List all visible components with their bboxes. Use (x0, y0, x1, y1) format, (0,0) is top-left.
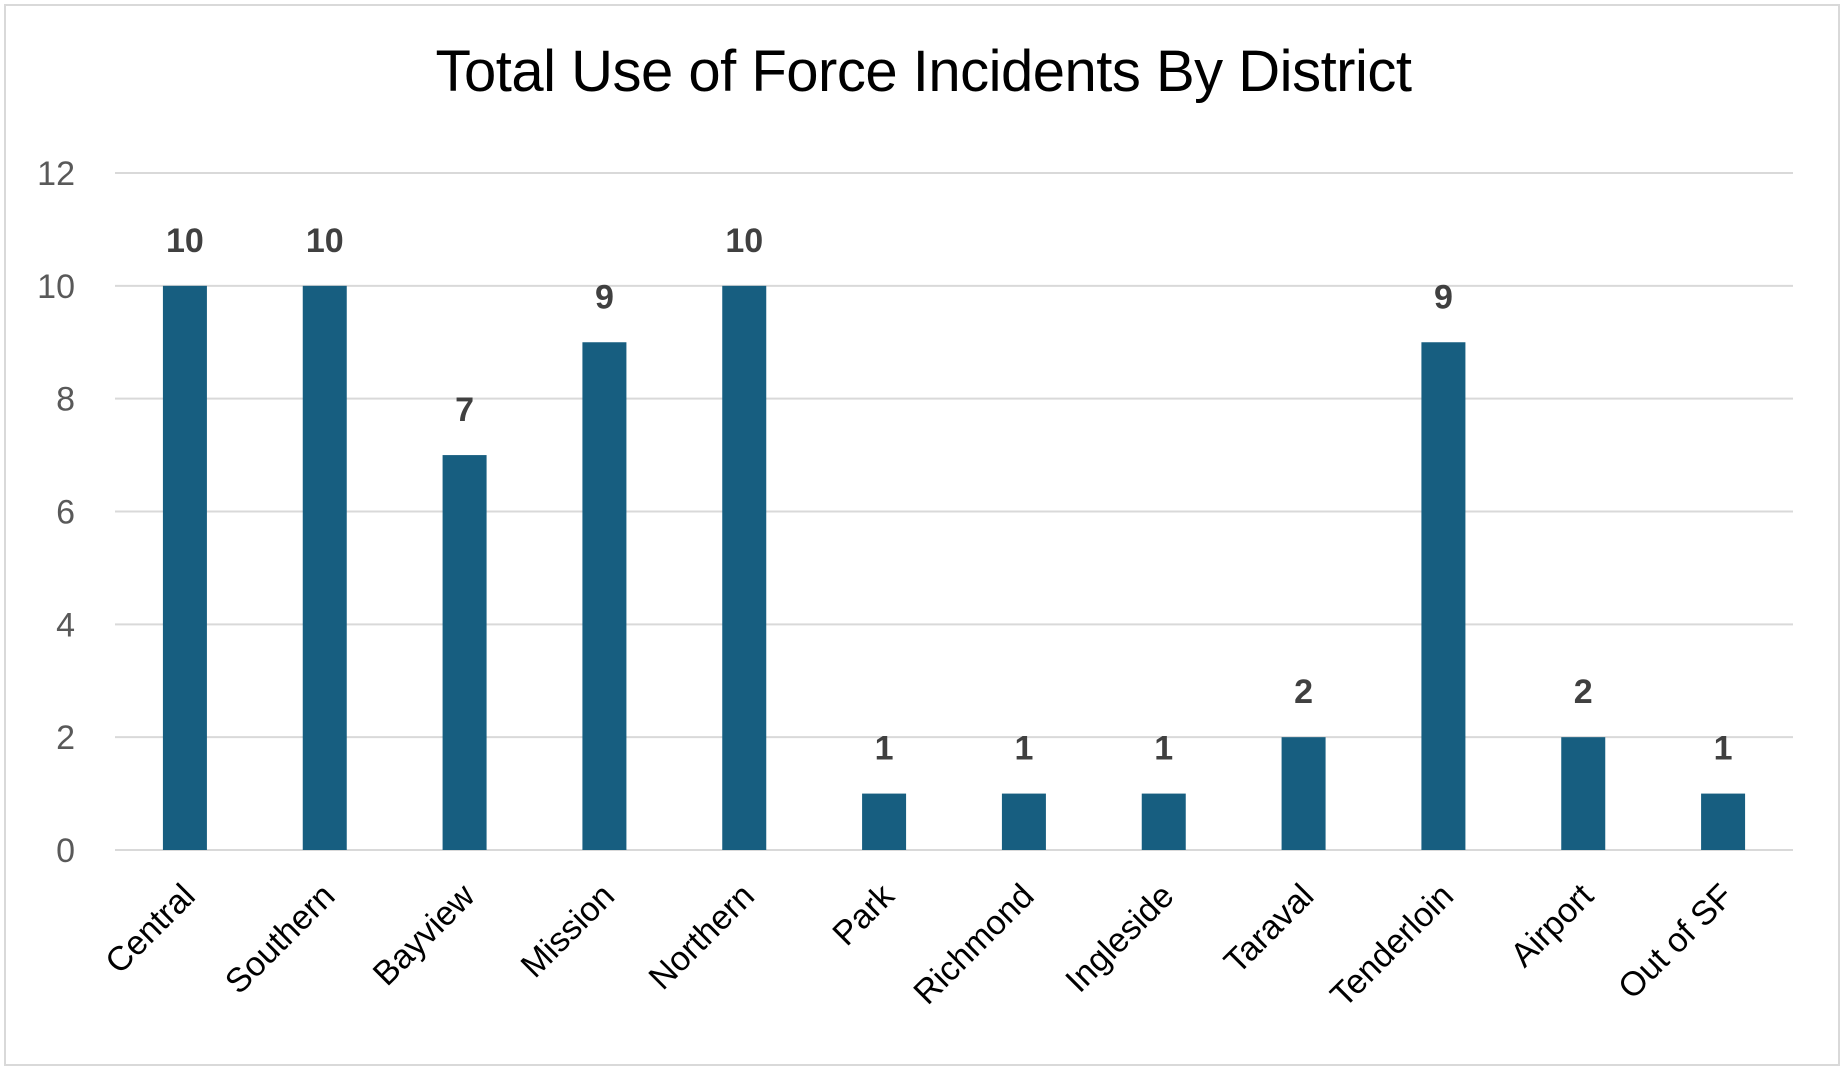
x-tick-label: Richmond (906, 877, 1041, 1012)
bar-northern (722, 285, 767, 850)
bar-mission (582, 342, 627, 850)
data-label: 10 (306, 222, 344, 260)
bar-out-of-sf (1701, 793, 1746, 850)
x-tick-label: Southern (218, 877, 342, 1001)
bar-bayview (442, 455, 487, 850)
data-label: 1 (1714, 730, 1733, 768)
data-label: 9 (595, 278, 614, 316)
bar-richmond (1001, 793, 1046, 850)
y-tick-label: 2 (56, 719, 75, 757)
data-label: 1 (875, 730, 894, 768)
x-tick-label: Out of SF (1611, 877, 1741, 1007)
y-tick-label: 10 (37, 268, 75, 306)
data-label: 1 (1014, 730, 1033, 768)
y-tick-label: 6 (56, 494, 75, 532)
data-label: 1 (1154, 730, 1173, 768)
bar-tenderloin (1421, 342, 1466, 850)
x-tick-label: Bayview (366, 876, 483, 993)
bar-ingleside (1141, 793, 1186, 850)
x-axis-categories: Central Southern Bayview Mission Northern Par… (98, 876, 1741, 1015)
bar-central (162, 285, 207, 850)
x-tick-label: Mission (514, 877, 622, 985)
bar-park (862, 793, 907, 850)
data-label: 2 (1294, 673, 1313, 711)
data-label: 10 (166, 222, 204, 260)
chart-title: Total Use of Force Incidents By District (435, 39, 1413, 104)
bar-taraval (1281, 737, 1326, 850)
y-tick-label: 0 (56, 832, 75, 870)
x-tick-label: Tenderloin (1323, 877, 1461, 1015)
x-tick-label: Northern (641, 877, 761, 997)
x-tick-label: Taraval (1217, 877, 1321, 981)
x-tick-label: Ingleside (1058, 877, 1181, 1000)
y-tick-label: 8 (56, 381, 75, 419)
y-tick-label: 12 (37, 155, 75, 193)
data-label: 2 (1574, 673, 1593, 711)
y-axis-ticks: 0 2 4 6 8 10 12 (37, 155, 75, 870)
bar-southern (302, 285, 347, 850)
data-label: 10 (725, 222, 763, 260)
x-tick-label: Park (825, 876, 902, 953)
bar-airport (1561, 737, 1606, 850)
bars (162, 285, 1746, 850)
y-tick-label: 4 (56, 606, 75, 644)
x-tick-label: Airport (1503, 876, 1601, 974)
gridlines (115, 172, 1793, 851)
data-label: 9 (1434, 278, 1453, 316)
data-label: 7 (455, 391, 474, 429)
x-tick-label: Central (98, 877, 202, 981)
